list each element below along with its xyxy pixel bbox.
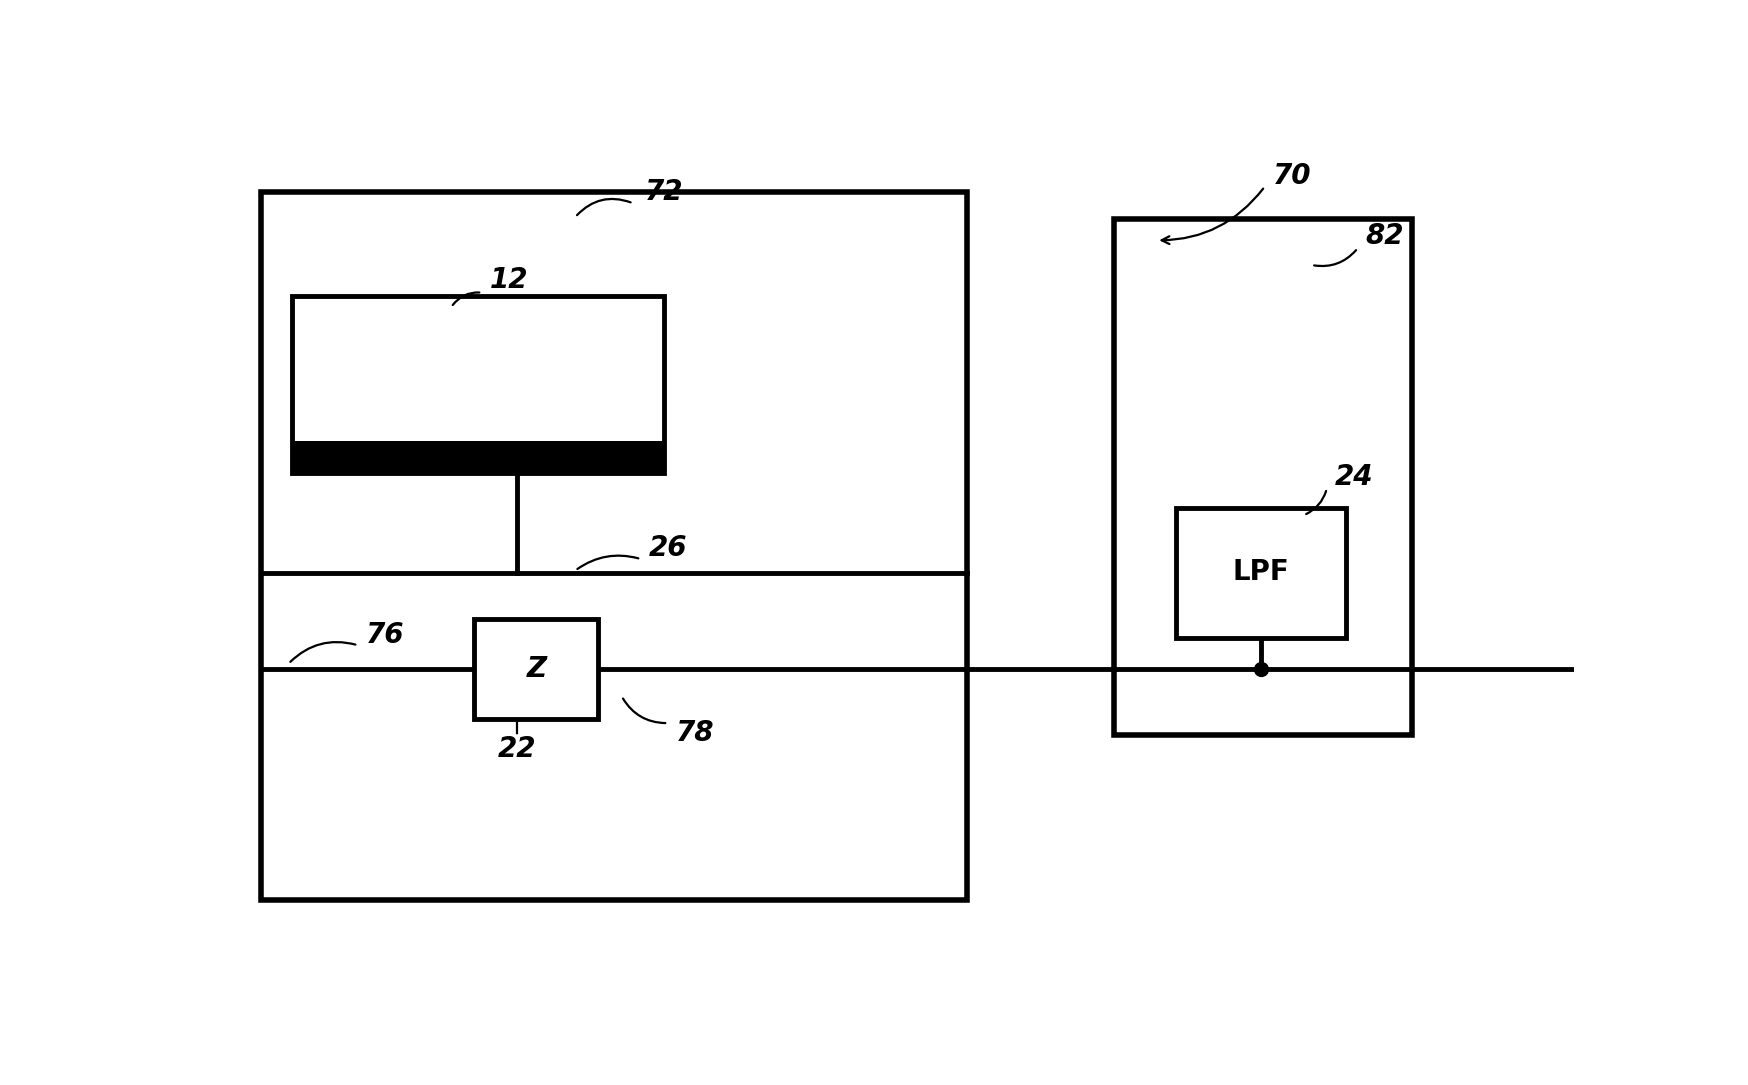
Text: 78: 78 <box>675 719 713 748</box>
Text: 72: 72 <box>645 178 683 206</box>
Bar <box>260 192 967 901</box>
Text: 12: 12 <box>489 266 528 294</box>
Bar <box>292 296 664 473</box>
Text: 24: 24 <box>1334 462 1372 490</box>
Bar <box>1113 219 1411 735</box>
Bar <box>1175 508 1346 638</box>
Text: LPF: LPF <box>1232 558 1288 586</box>
Text: 22: 22 <box>498 735 537 763</box>
Text: Z: Z <box>526 655 545 684</box>
Text: 26: 26 <box>649 534 687 562</box>
Text: 76: 76 <box>365 621 404 649</box>
Bar <box>474 620 598 719</box>
Bar <box>292 441 664 473</box>
Text: 82: 82 <box>1365 221 1404 250</box>
Text: 70: 70 <box>1273 163 1311 190</box>
